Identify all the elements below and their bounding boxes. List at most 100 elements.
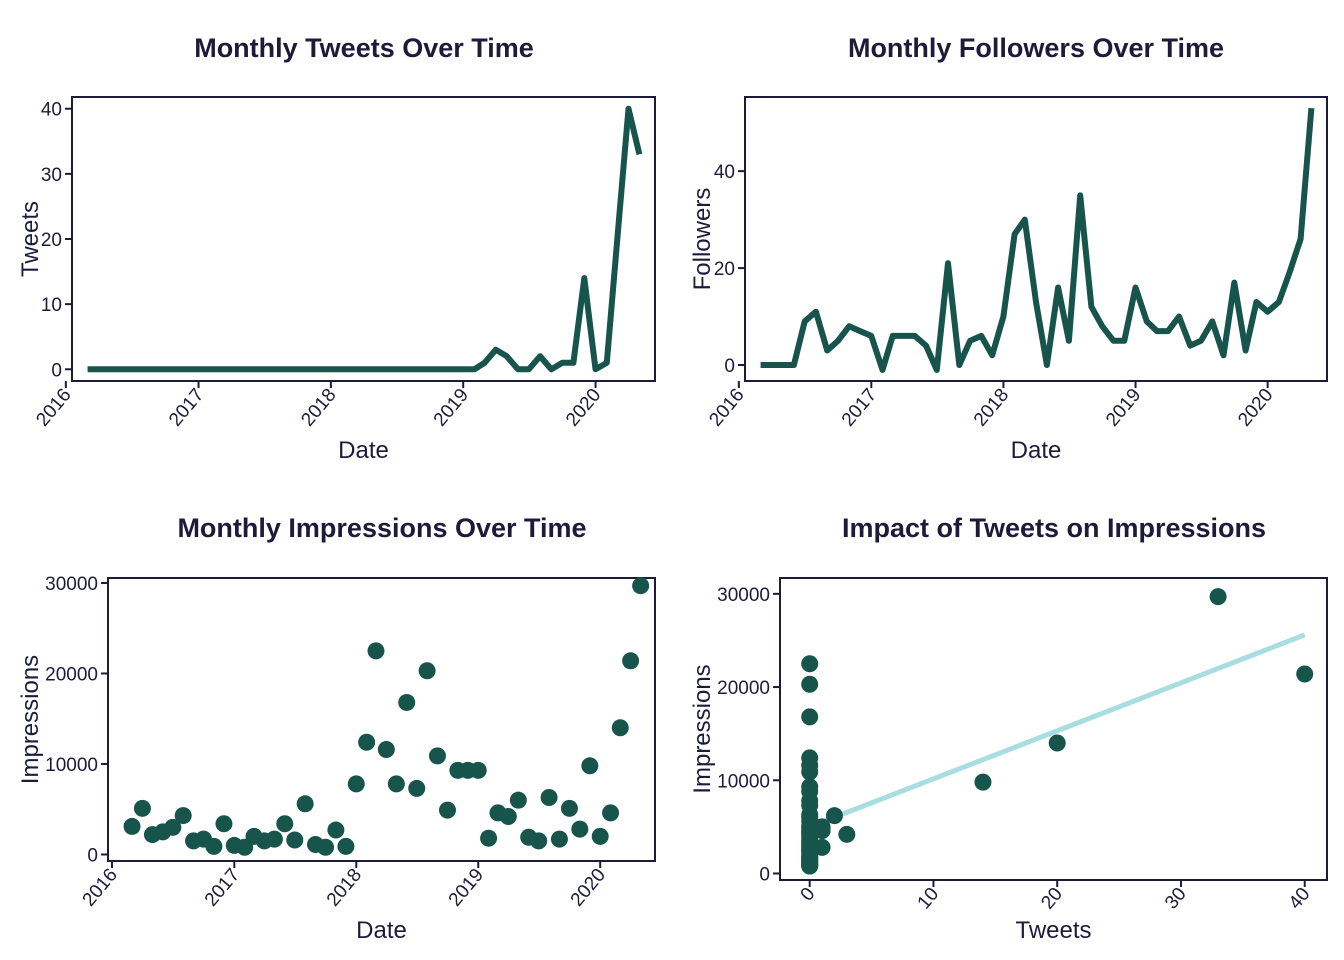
x-tick-label: 2017 [165,385,208,431]
data-point [801,675,819,693]
y-tick-label: 10000 [45,755,98,776]
y-tick-label: 20000 [45,664,98,685]
y-tick-label: 40 [714,162,735,183]
data-point [509,791,527,809]
followers-over-time-chart: Monthly Followers Over Time 0 20 40 2016 2017… [689,33,1328,464]
impressions-over-time-chart: Monthly Impressions Over Time 0 10000 20000… [17,513,656,944]
y-tick-label: 30000 [45,574,98,595]
data-point [838,825,856,843]
x-tick-label: 30 [1161,884,1191,914]
chart-title: Monthly Impressions Over Time [177,513,586,543]
data-point [377,741,395,759]
x-tick-label: 2016 [705,385,748,431]
x-axis-label: Date [356,917,407,944]
data-point [317,838,335,856]
data-point [1209,588,1227,606]
tweets-vs-impressions-chart: Impact of Tweets on Impressions010000200… [689,513,1328,944]
x-tick-label: 2016 [79,865,122,911]
data-point [133,799,151,817]
data-point [974,773,992,791]
data-point [611,719,629,737]
y-tick-label: 30000 [717,585,770,606]
y-tick-label: 30 [41,165,62,186]
data-point [825,807,843,825]
data-point [123,817,141,835]
chart-title: Monthly Followers Over Time [848,33,1224,63]
data-point [1296,665,1314,683]
chart-title: Monthly Tweets Over Time [194,33,534,63]
data-point [801,655,819,673]
data-point [550,830,568,848]
data-point [286,831,304,849]
data-point [265,830,283,848]
x-axis-label: Tweets [1015,917,1091,944]
y-axis-label: Followers [689,188,716,291]
y-tick-label: 20 [714,259,735,280]
y-axis-label: Impressions [689,664,716,793]
data-point [1048,734,1066,752]
x-axis-label: Date [1011,437,1062,464]
data-point [418,662,436,680]
x-tick-label: 2018 [970,385,1013,431]
data-point [571,820,589,838]
y-tick-label: 10000 [717,771,770,792]
y-tick-label: 20 [41,230,62,251]
x-tick-label: 2020 [562,385,605,431]
data-point [215,815,233,833]
series-line [87,105,643,373]
data-point [560,799,578,817]
data-point [602,804,620,822]
x-tick-label: 40 [1285,884,1315,914]
series-line [760,107,1315,373]
data-point [480,829,498,847]
tweets-over-time-chart: Monthly Tweets Over Time 0 10 20 30 40 2016 201… [17,33,656,464]
data-point [164,818,182,836]
chart-title: Impact of Tweets on Impressions [842,513,1266,543]
data-point [438,801,456,819]
data-point [205,837,223,855]
x-tick-label: 2017 [838,385,881,431]
data-point [581,757,599,775]
data-point [327,821,345,839]
data-point [813,838,831,856]
data-point [398,693,416,711]
data-point [408,779,426,797]
x-tick-label: 10 [914,884,944,914]
data-point [276,815,294,833]
data-point [499,807,517,825]
x-tick-label: 2018 [297,385,340,431]
data-point [428,747,446,765]
plot-frame [107,577,656,862]
x-tick-label: 0 [797,884,820,906]
data-point [367,642,385,660]
y-axis-label: Tweets [17,201,44,277]
plot-frame [779,577,1328,881]
y-tick-label: 0 [759,864,770,885]
data-point [387,775,405,793]
data-point [530,832,548,850]
x-tick-label: 2019 [445,865,488,911]
plot-frame [744,96,1328,382]
data-point [813,818,831,836]
x-tick-label: 2018 [323,865,366,911]
data-point [622,652,640,670]
y-tick-label: 0 [724,356,735,377]
x-axis-label: Date [338,437,389,464]
x-tick-label: 2020 [1234,385,1277,431]
trend-line [808,632,1306,830]
y-tick-label: 0 [87,845,98,866]
y-tick-label: 0 [51,360,62,381]
data-point [174,807,192,825]
y-tick-label: 40 [41,100,62,121]
x-tick-label: 2019 [430,385,473,431]
x-tick-label: 2016 [32,385,75,431]
x-tick-label: 2019 [1102,385,1145,431]
data-point [540,788,558,806]
data-point [337,837,355,855]
data-point [358,733,376,751]
data-point [801,763,819,781]
plot-frame [71,96,656,382]
x-tick-label: 2017 [201,865,244,911]
data-point [632,577,650,595]
